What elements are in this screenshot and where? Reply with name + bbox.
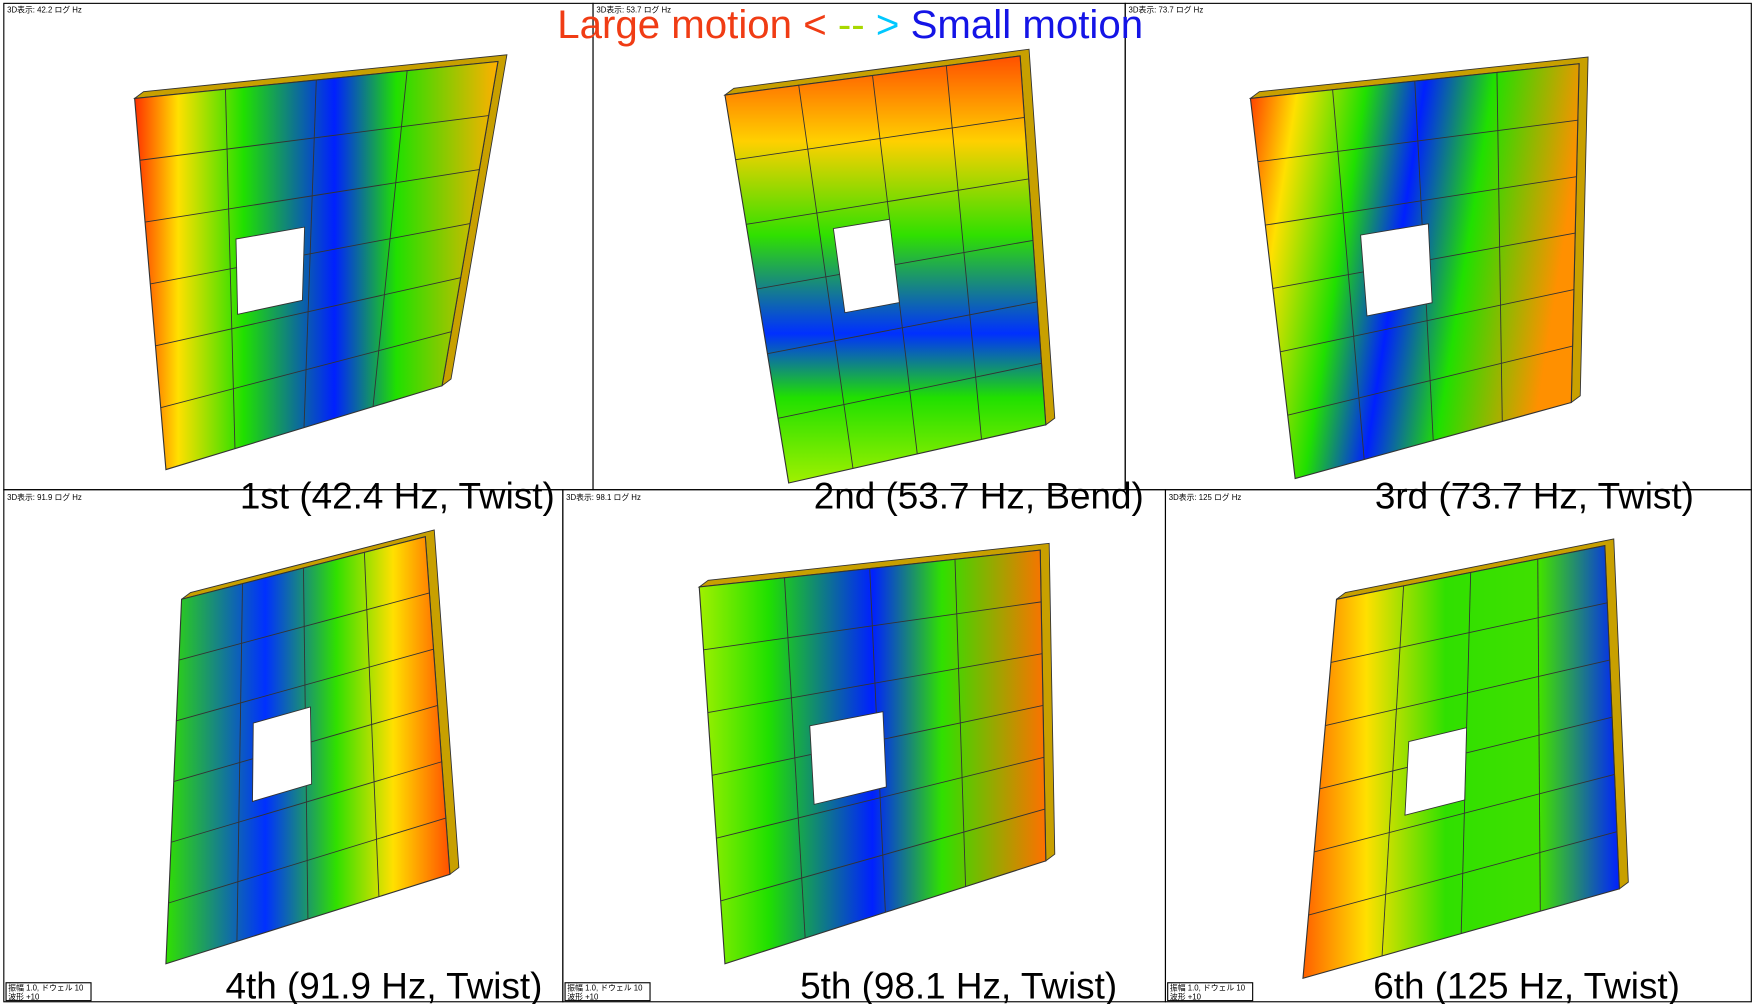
plate-hole bbox=[1405, 728, 1467, 815]
caption: 1st (42.4 Hz, Twist) bbox=[240, 476, 555, 517]
panel-info: 3D表示: 98.1 ログ Hz bbox=[566, 492, 641, 502]
footnote: 振幅 1.0, ドウェル 10 bbox=[8, 983, 84, 993]
plate-hole bbox=[833, 219, 899, 312]
footnote: 振幅 1.0, ドウェル 10 bbox=[567, 983, 643, 993]
legend-greater: > bbox=[876, 2, 900, 47]
caption: 3rd (73.7 Hz, Twist) bbox=[1375, 476, 1694, 517]
panel-info: 3D表示: 91.9 ログ Hz bbox=[7, 492, 82, 502]
legend-small: Small motion bbox=[911, 2, 1144, 47]
caption: 6th (125 Hz, Twist) bbox=[1373, 965, 1680, 1004]
caption: 2nd (53.7 Hz, Bend) bbox=[814, 476, 1144, 517]
panel-info: 3D表示: 125 ログ Hz bbox=[1169, 492, 1242, 502]
legend-large: Large motion < bbox=[557, 2, 827, 47]
footnote: 波形 +10 bbox=[1170, 992, 1202, 1002]
page: {"header": {"legend": {"large": "Large m… bbox=[0, 0, 1754, 1004]
panel-info: 3D表示: 42.2 ログ Hz bbox=[7, 4, 82, 14]
figure: 3D表示: 42.2 ログ Hz 3D表示: 53.7 ログ Hz 3D表示: … bbox=[0, 0, 1754, 1004]
legend-dash: -- bbox=[838, 2, 865, 47]
footnote: 波形 +10 bbox=[8, 992, 40, 1002]
footnote: 振幅 1.0, ドウェル 10 bbox=[1170, 983, 1246, 993]
plate-hole bbox=[1361, 224, 1433, 316]
plate-hole bbox=[236, 227, 305, 314]
footnote: 波形 +10 bbox=[567, 992, 599, 1002]
legend: Large motion < -- > Small motion bbox=[557, 2, 1143, 47]
caption: 5th (98.1 Hz, Twist) bbox=[800, 965, 1117, 1004]
caption: 4th (91.9 Hz, Twist) bbox=[225, 965, 542, 1004]
